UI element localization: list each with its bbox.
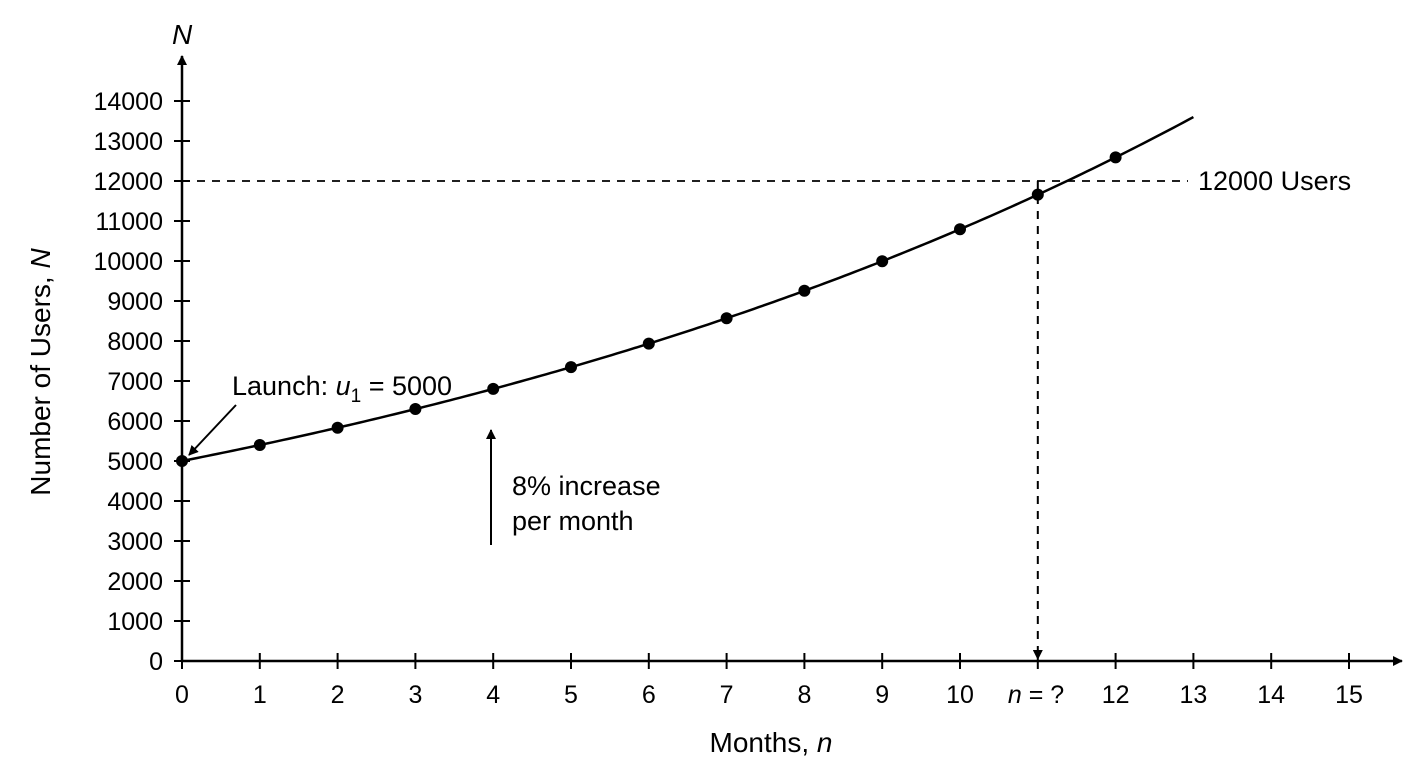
- y-tick-label: 2000: [107, 568, 163, 596]
- series-line: [181, 115, 1194, 463]
- data-points: [176, 151, 1122, 467]
- data-point: [565, 361, 577, 374]
- x-tick-label: 3: [408, 681, 422, 709]
- y-tick-label: 4000: [107, 488, 163, 516]
- annotation-growth-line1: 8% increase: [512, 471, 661, 501]
- x-tick-label: 9: [875, 681, 889, 709]
- data-point: [253, 439, 266, 451]
- x-tick-label: 2: [331, 681, 345, 709]
- data-point: [331, 421, 344, 434]
- x-tick-label: 1: [253, 681, 267, 709]
- data-point: [1031, 188, 1044, 201]
- x-tick-label: 10: [946, 681, 974, 709]
- x-axis-title: Months, n: [710, 727, 833, 758]
- x-tick-label: 0: [175, 681, 189, 709]
- annotation-launch-arrow: [188, 404, 237, 456]
- annotation-target-label: 12000 Users: [1198, 166, 1351, 196]
- y-axis-arrow-label: N: [172, 19, 193, 50]
- y-tick-label: 13000: [93, 128, 163, 156]
- axes: [177, 55, 1403, 666]
- x-tick-label: 14: [1257, 681, 1285, 709]
- data-point: [798, 284, 811, 297]
- ticks: 0 1 2 3 4 5 6 7 8 9 10 12 13 14 1501000200030004000500…: [93, 88, 1362, 709]
- data-point: [1109, 151, 1122, 164]
- y-tick-label: 5000: [107, 448, 163, 476]
- y-tick-label: 7000: [107, 368, 163, 396]
- y-tick-label: 12000: [93, 168, 163, 196]
- y-tick-label: 6000: [107, 408, 163, 436]
- x-tick-label: 7: [720, 681, 734, 709]
- y-tick-label: 11000: [95, 208, 163, 236]
- y-tick-label: 10000: [93, 248, 163, 276]
- y-tick-label: 8000: [107, 328, 163, 356]
- x-tick-label: 6: [642, 681, 656, 709]
- guide-lines: [182, 180, 1188, 660]
- y-axis-title: Number of Users, N: [25, 248, 56, 496]
- data-point: [876, 255, 889, 268]
- x-tick-label: 4: [486, 681, 500, 709]
- x-tick-label: 5: [564, 681, 578, 709]
- data-point: [176, 455, 188, 467]
- x-tick-label: 12: [1102, 681, 1130, 709]
- y-tick-label: 1000: [107, 608, 163, 636]
- data-point: [642, 337, 655, 350]
- x-tick-label: 13: [1179, 681, 1207, 709]
- data-point: [954, 223, 966, 236]
- data-point: [409, 403, 422, 416]
- annotation-launch: Launch: u1 = 5000: [232, 371, 452, 407]
- data-point: [487, 382, 500, 395]
- y-tick-label: 14000: [93, 88, 163, 116]
- growth-curve: [181, 115, 1194, 463]
- x-tick-label: 8: [797, 681, 811, 709]
- data-point: [720, 312, 733, 325]
- y-tick-label: 0: [149, 648, 163, 676]
- annotation-growth-line2: per month: [512, 506, 634, 536]
- x-tick-label: 15: [1335, 681, 1363, 709]
- x-tick-label-unknown: n = ?: [1008, 681, 1064, 709]
- y-tick-label: 9000: [107, 288, 163, 316]
- y-tick-label: 3000: [107, 528, 163, 556]
